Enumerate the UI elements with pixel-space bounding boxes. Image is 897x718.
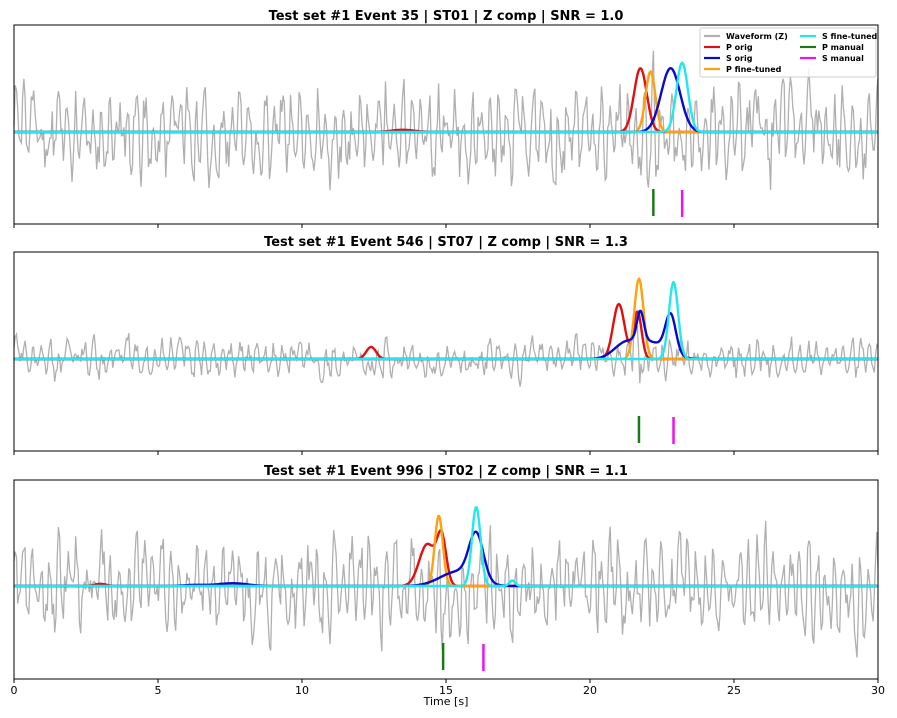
x-tick-label: 10 (295, 684, 309, 697)
prob-curve-s-fine-tuned (13, 280, 879, 361)
waveform-trace (13, 325, 879, 387)
legend-box (699, 27, 877, 78)
legend-label-waveform-z: Waveform (Z) (726, 32, 788, 41)
panel-1: Test set #1 Event 35 | ST01 | Z comp | S… (13, 9, 879, 228)
panel-3-frame (13, 479, 879, 680)
prob-curve-s-fine-tuned (13, 506, 879, 588)
x-tick-label: 15 (439, 684, 453, 697)
x-axis: 0 5 10 15 20 25 30 (11, 684, 886, 697)
panel-1-frame (13, 24, 879, 225)
x-tick-label: 30 (871, 684, 885, 697)
legend-label-s-orig: S orig (726, 54, 753, 63)
waveform-trace (13, 50, 879, 191)
legend: Waveform (Z) P orig S orig P fine-tuned S fi… (699, 27, 878, 78)
legend-label-p-orig: P orig (726, 43, 753, 52)
panel-2-title: Test set #1 Event 546 | ST07 | Z comp | … (264, 235, 628, 250)
panel-2: Test set #1 Event 546 | ST07 | Z comp | … (13, 235, 879, 455)
x-axis-label: Time [s] (423, 695, 469, 708)
panel-1-title: Test set #1 Event 35 | ST01 | Z comp | S… (269, 9, 624, 24)
panel-3: Test set #1 Event 996 | ST02 | Z comp | … (13, 464, 879, 683)
x-tick-label: 20 (583, 684, 597, 697)
legend-label-p-manual: P manual (822, 43, 864, 52)
x-tick-label: 25 (727, 684, 741, 697)
waveform-trace (13, 520, 879, 658)
x-tick-label: 5 (155, 684, 162, 697)
legend-label-s-fine-tuned: S fine-tuned (822, 32, 878, 41)
panel-3-title: Test set #1 Event 996 | ST02 | Z comp | … (264, 464, 628, 479)
legend-label-s-manual: S manual (822, 54, 864, 63)
prob-curve-p-fine-tuned (13, 277, 879, 361)
x-tick-label: 0 (11, 684, 18, 697)
panel-2-frame (13, 251, 879, 452)
prob-curve-s-fine-tuned (13, 61, 879, 134)
legend-label-p-fine-tuned: P fine-tuned (726, 65, 782, 74)
